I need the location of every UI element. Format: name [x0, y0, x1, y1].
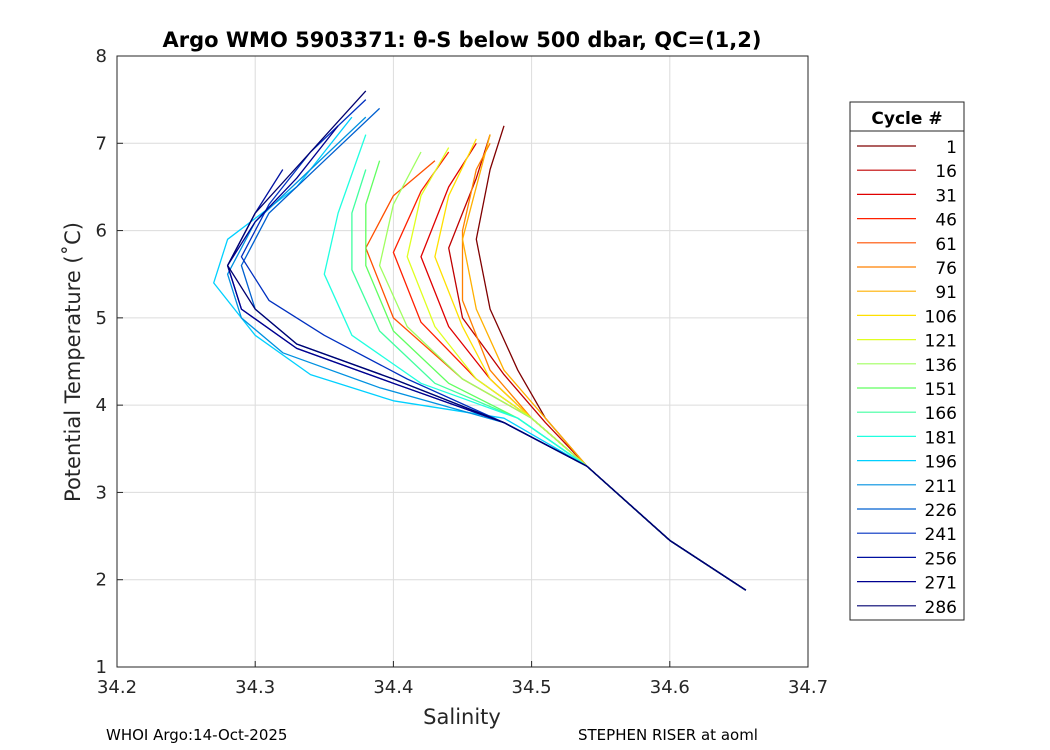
legend-label: 181 [925, 428, 957, 448]
x-tick-label: 34.7 [788, 677, 828, 698]
legend-label: 121 [925, 332, 957, 352]
legend-label: 241 [925, 525, 957, 545]
y-tick-label: 2 [96, 570, 107, 591]
legend-label: 1 [946, 138, 957, 158]
legend-label: 106 [925, 307, 957, 327]
legend-label: 271 [925, 574, 957, 594]
footer-right: STEPHEN RISER at aoml [578, 726, 758, 744]
legend-label: 91 [935, 283, 957, 303]
legend-label: 31 [935, 186, 957, 206]
series-lines [213, 90, 747, 591]
legend-label: 46 [935, 211, 957, 231]
legend-label: 226 [925, 501, 957, 521]
legend-label: 76 [935, 259, 957, 279]
y-tick-label: 7 [96, 133, 107, 154]
plot-frame [116, 55, 809, 668]
y-axis-label: Potential Temperature (˚C) [61, 222, 85, 502]
y-tick-label: 6 [96, 221, 107, 242]
legend-label: 286 [925, 598, 957, 618]
legend-label: 136 [925, 356, 957, 376]
footer-left: WHOI Argo:14-Oct-2025 [106, 726, 287, 744]
x-tick-label: 34.2 [97, 677, 137, 698]
y-tick-label: 8 [96, 46, 107, 67]
x-tick-label: 34.5 [512, 677, 552, 698]
chart-title: Argo WMO 5903371: θ-S below 500 dbar, QC… [163, 28, 762, 52]
legend-label: 166 [925, 404, 957, 424]
y-tick-label: 4 [96, 395, 107, 416]
legend-label: 256 [925, 549, 957, 569]
y-tick-label: 5 [96, 308, 107, 329]
x-tick-label: 34.3 [235, 677, 275, 698]
legend-items: 1 16 31 46 61 76 91 106 121 136 151 166 181 196 211 226… [857, 138, 957, 618]
x-tick-labels: 34.2 34.3 34.4 34.5 34.6 34.7 [97, 661, 828, 698]
legend-label: 211 [925, 477, 957, 497]
legend-label: 151 [925, 380, 957, 400]
legend-title: Cycle # [871, 109, 942, 129]
y-tick-labels: 1 2 3 4 5 6 7 8 [96, 46, 123, 678]
x-tick-label: 34.4 [373, 677, 413, 698]
legend-label: 16 [935, 162, 957, 182]
series-line-cycle-286 [226, 90, 747, 591]
x-tick-label: 34.6 [650, 677, 690, 698]
y-tick-label: 3 [96, 482, 107, 503]
x-axis-label: Salinity [423, 705, 501, 729]
legend-label: 196 [925, 453, 957, 473]
legend: Cycle # 11631466176911061211361511661811… [849, 101, 965, 621]
legend-label: 61 [935, 235, 957, 255]
y-tick-label: 1 [96, 657, 107, 678]
